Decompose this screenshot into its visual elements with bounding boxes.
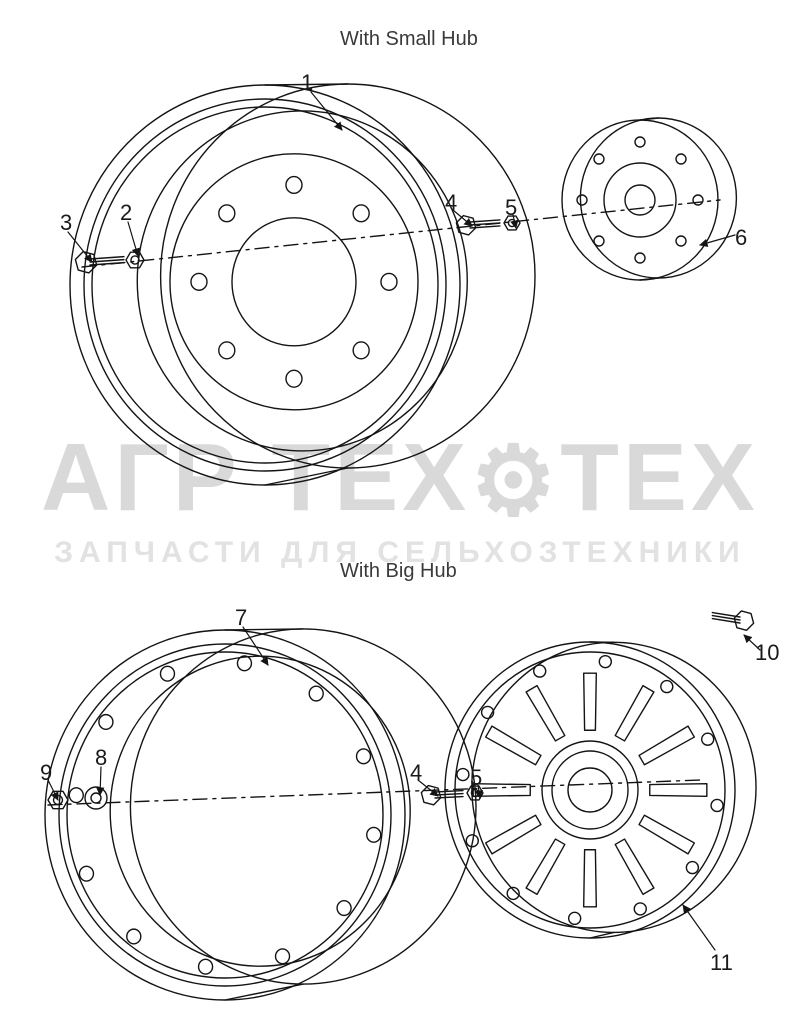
- callout-2: 2: [120, 200, 132, 226]
- callout-11: 11: [710, 950, 733, 976]
- callout-5: 5: [470, 765, 482, 791]
- callout-6: 6: [735, 225, 747, 251]
- exploded-diagram: [0, 0, 800, 1035]
- callout-7: 7: [235, 605, 247, 631]
- callout-4: 4: [410, 760, 422, 786]
- callout-1: 1: [301, 70, 313, 96]
- callout-5: 5: [505, 195, 517, 221]
- callout-4: 4: [445, 190, 457, 216]
- callout-8: 8: [95, 745, 107, 771]
- callout-9: 9: [40, 760, 52, 786]
- callout-10: 10: [755, 640, 779, 666]
- callout-3: 3: [60, 210, 72, 236]
